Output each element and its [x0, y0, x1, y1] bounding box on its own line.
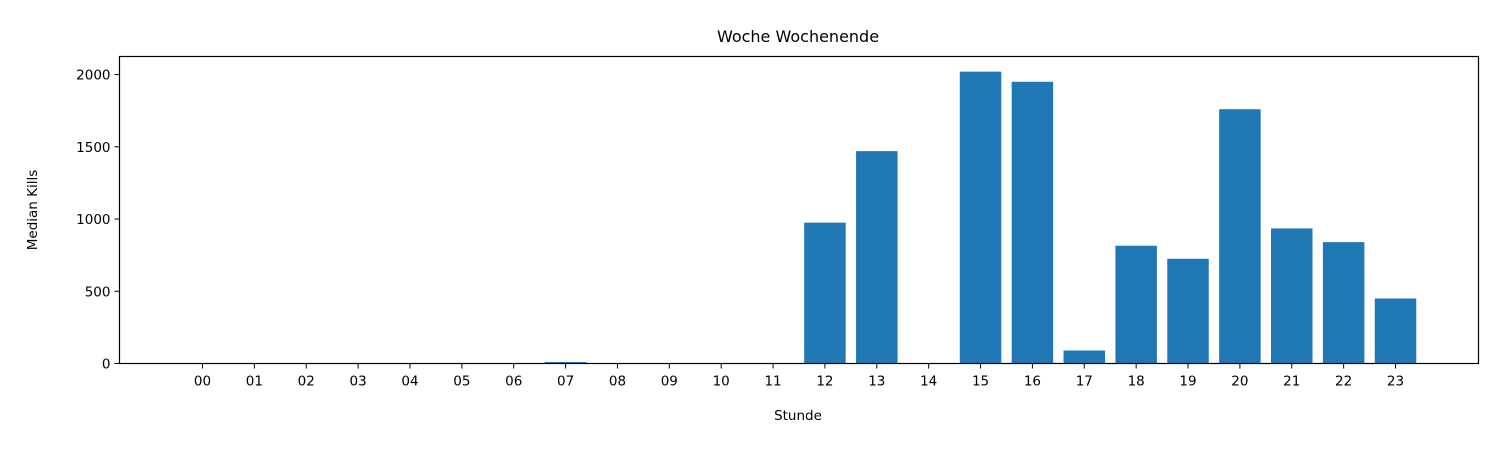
x-tick-label: 13: [868, 374, 885, 390]
x-tick-label: 06: [505, 374, 522, 390]
x-tick-label: 14: [920, 374, 937, 390]
y-tick-label: 2000: [76, 68, 110, 84]
y-tick-label: 1000: [76, 212, 110, 228]
y-tick-label: 500: [85, 284, 111, 300]
x-tick-label: 10: [713, 374, 730, 390]
y-axis-ticks: 0 500 1000 1500 2000: [76, 68, 120, 373]
x-tick-label: 08: [609, 374, 626, 390]
x-tick-label: 11: [764, 374, 781, 390]
x-tick-label: 02: [298, 374, 315, 390]
bars-group: [544, 71, 1417, 364]
x-tick-label: 20: [1231, 374, 1248, 390]
bar-23: [1374, 298, 1417, 364]
x-tick-label: 01: [246, 374, 263, 390]
x-tick-label: 00: [194, 374, 211, 390]
bar-17: [1063, 350, 1106, 364]
x-tick-label: 22: [1335, 374, 1352, 390]
plot-frame: [118, 55, 1480, 365]
x-tick-label: 09: [661, 374, 678, 390]
chart-title: Woche Wochenende: [717, 27, 879, 46]
bar-22: [1322, 242, 1365, 364]
x-axis-title: Stunde: [774, 408, 822, 424]
bar-16: [1011, 81, 1054, 364]
x-tick-label: 23: [1387, 374, 1404, 390]
x-tick-label: 19: [1179, 374, 1196, 390]
x-tick-label: 16: [1024, 374, 1041, 390]
bar-15: [959, 71, 1002, 364]
x-tick-label: 21: [1283, 374, 1300, 390]
x-tick-label: 18: [1128, 374, 1145, 390]
y-tick-label: 1500: [76, 140, 110, 156]
bar-13: [856, 151, 898, 364]
bar-12: [804, 222, 846, 364]
x-tick-label: 07: [557, 374, 574, 390]
x-axis-ticks: 00 01 02 03 04 05 06 07 08 09 10 11 12 13 14 15 16 17 18 19…: [194, 363, 1404, 390]
x-tick-label: 15: [972, 374, 989, 390]
bar-07: [544, 362, 587, 364]
x-tick-label: 03: [350, 374, 367, 390]
bar-18: [1115, 245, 1157, 364]
y-axis-title: Median Kills: [25, 170, 41, 251]
bar-21: [1271, 228, 1313, 364]
x-tick-label: 05: [453, 374, 470, 390]
bar-20: [1219, 109, 1261, 364]
x-tick-label: 17: [1076, 374, 1093, 390]
bar-19: [1167, 258, 1209, 364]
x-tick-label: 12: [816, 374, 833, 390]
x-tick-label: 04: [401, 374, 418, 390]
y-tick-label: 0: [102, 357, 111, 373]
